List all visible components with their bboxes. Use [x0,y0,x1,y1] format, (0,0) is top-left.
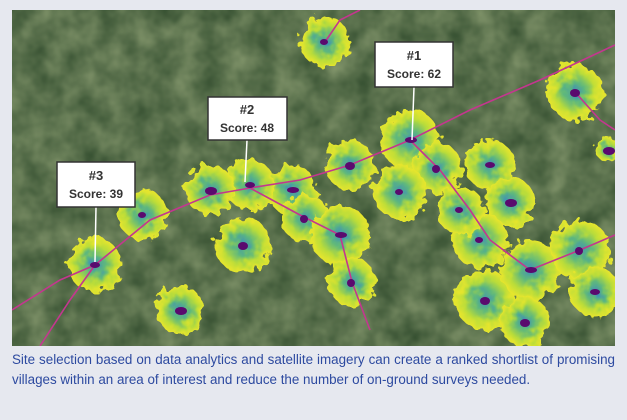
tag-rank: #2 [240,102,254,117]
village [525,267,537,273]
villages [90,39,615,327]
village [238,242,248,250]
village [475,237,483,243]
tag-score: Score: 39 [69,187,123,201]
village [395,189,403,195]
tag-rank: #3 [89,168,103,183]
village [205,187,217,195]
village [335,232,347,238]
village [505,199,517,207]
village [590,289,600,295]
tag-box [207,96,288,141]
pointer [244,139,248,183]
pointer [411,86,415,141]
village [432,165,440,173]
tag-box [374,41,454,88]
village [520,319,530,327]
village [90,262,100,268]
village [455,207,463,213]
satellite-image: #1 Score: 62 #2 Score: 48 #3 Score: 39 [12,10,615,346]
caption: Site selection based on data analytics a… [12,352,615,387]
village [603,147,615,155]
village [300,215,308,223]
village [570,89,580,97]
village [405,137,417,143]
village [138,212,146,218]
village [245,182,255,188]
tag-box [56,161,136,208]
callouts [56,41,454,263]
tag-score: Score: 48 [220,121,274,135]
village [345,162,355,170]
village [320,39,328,45]
village [347,279,355,287]
village [575,247,583,255]
village [485,162,495,168]
tag-rank: #1 [407,48,421,63]
village [287,187,299,193]
village [175,307,187,315]
pointer [94,206,97,263]
village [480,297,490,305]
tag-score: Score: 62 [387,67,441,81]
